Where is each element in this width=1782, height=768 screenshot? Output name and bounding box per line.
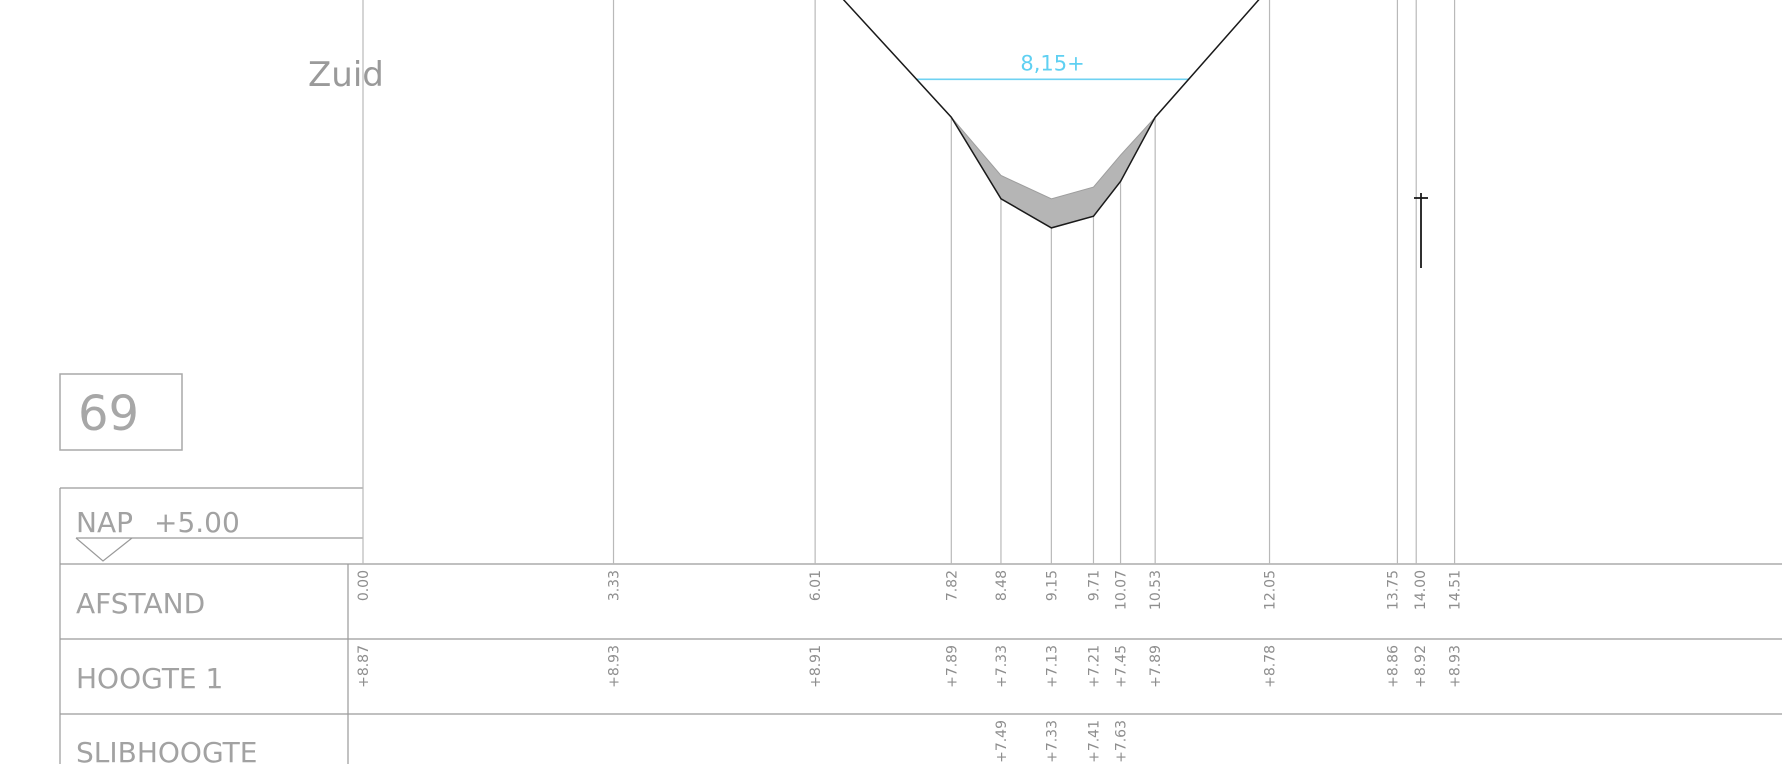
afstand-value: 0.00 <box>356 570 372 601</box>
table-values: 0.00 +8.87 3.33 +8.93 6.01 +8.91 7.82 +7.89 8.48… <box>356 570 1464 763</box>
afstand-value: 14.51 <box>1448 570 1464 610</box>
slib-value: +7.33 <box>1044 720 1060 763</box>
hoogte-value: +8.78 <box>1263 645 1279 688</box>
hoogte-value: +7.89 <box>1148 645 1164 688</box>
afstand-value: 13.75 <box>1385 570 1401 610</box>
station-lines <box>362 0 1456 564</box>
row-label-hoogte: HOOGTE 1 <box>76 662 223 695</box>
afstand-value: 6.01 <box>808 570 824 601</box>
afstand-value: 10.53 <box>1148 570 1164 610</box>
hoogte-value: +7.13 <box>1044 645 1060 688</box>
hoogte-value: +7.45 <box>1114 645 1130 688</box>
row-label-slib: SLIBHOOGTE <box>76 736 257 764</box>
data-table: NAP +5.00 AFSTAND HOOGTE 1 SLIBHOOGTE <box>59 487 1782 768</box>
slib-value: +7.41 <box>1087 720 1103 763</box>
section-number: 69 <box>78 386 139 442</box>
afstand-value: 14.00 <box>1413 570 1429 610</box>
afstand-value: 10.07 <box>1114 570 1130 610</box>
afstand-value: 8.48 <box>994 570 1010 601</box>
hoogte-value: +8.87 <box>356 645 372 688</box>
afstand-value: 3.33 <box>607 570 623 601</box>
nap-label: NAP <box>76 506 133 539</box>
hoogte-value: +8.91 <box>808 645 824 688</box>
drawing-title: Zuid <box>308 55 384 95</box>
hoogte-value: +8.93 <box>1448 645 1464 688</box>
hoogte-value: +7.33 <box>994 645 1010 688</box>
afstand-value: 9.71 <box>1087 570 1103 601</box>
hoogte-value: +8.93 <box>607 645 623 688</box>
row-label-afstand: AFSTAND <box>76 587 205 620</box>
hoogte-value: +7.21 <box>1087 645 1103 688</box>
hoogte-value: +7.89 <box>944 645 960 688</box>
bottom-profile-line <box>842 0 1260 229</box>
water-level-label: 8,15+ <box>1020 51 1084 75</box>
afstand-value: 9.15 <box>1044 570 1060 601</box>
nap-triangle-icon <box>75 537 133 562</box>
section-number-box <box>59 373 183 451</box>
hoogte-value: +8.92 <box>1413 645 1429 688</box>
slib-value: +7.49 <box>994 720 1010 763</box>
hoogte-value: +8.86 <box>1385 645 1401 688</box>
afstand-value: 7.82 <box>944 570 960 601</box>
nap-value: +5.00 <box>154 506 240 539</box>
slib-value: +7.63 <box>1114 720 1130 763</box>
survey-marker-icon <box>1414 193 1428 268</box>
afstand-value: 12.05 <box>1263 570 1279 610</box>
